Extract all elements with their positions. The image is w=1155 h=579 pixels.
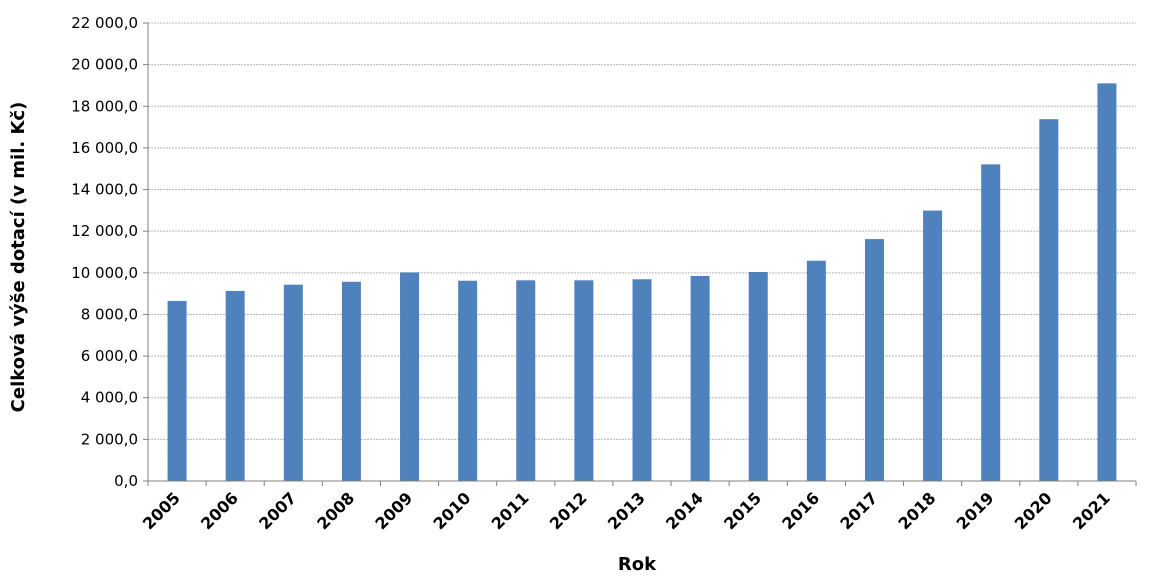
x-axis-title: Rok bbox=[618, 554, 657, 575]
y-ticks: 0,0 2 000,0 4 000,0 6 000,0 8 000,0 10 000,0 1… bbox=[71, 14, 148, 490]
x-tick-label-2010: 2010 bbox=[430, 488, 475, 533]
bar-2019 bbox=[981, 164, 1001, 481]
bar-2017 bbox=[864, 239, 884, 481]
bar-2005 bbox=[167, 300, 187, 481]
bars bbox=[167, 83, 1117, 482]
x-tick-label-2009: 2009 bbox=[371, 488, 416, 533]
y-tick-label: 2 000,0 bbox=[81, 430, 138, 448]
bar-2018 bbox=[923, 210, 943, 481]
x-tick-label-2015: 2015 bbox=[720, 488, 765, 533]
x-tick-label-2021: 2021 bbox=[1069, 488, 1114, 533]
y-tick-label: 4 000,0 bbox=[81, 389, 138, 407]
bar-2011 bbox=[516, 280, 536, 481]
y-tick-label: 20 000,0 bbox=[71, 56, 138, 74]
y-tick-label: 0,0 bbox=[114, 472, 138, 490]
x-tick-label-2017: 2017 bbox=[836, 488, 881, 533]
y-tick-label: 10 000,0 bbox=[71, 264, 138, 282]
bar-2008 bbox=[341, 281, 361, 481]
y-tick-label: 18 000,0 bbox=[71, 97, 138, 115]
bar-2009 bbox=[400, 272, 420, 481]
bar-2012 bbox=[574, 280, 594, 481]
bar-2014 bbox=[690, 275, 710, 481]
x-ticks: 2005 2006 2007 2008 2009 2010 2011 2012 2013 2014… bbox=[139, 481, 1137, 533]
y-tick-label: 8 000,0 bbox=[81, 305, 138, 323]
bar-2021 bbox=[1097, 83, 1117, 481]
y-tick-label: 16 000,0 bbox=[71, 139, 138, 157]
y-tick-label: 14 000,0 bbox=[71, 181, 138, 199]
x-tick-label-2019: 2019 bbox=[953, 488, 998, 533]
bar-2007 bbox=[283, 284, 303, 481]
x-tick-label-2014: 2014 bbox=[662, 488, 707, 533]
x-tick-label-2008: 2008 bbox=[313, 488, 358, 533]
x-tick-label-2018: 2018 bbox=[894, 488, 939, 533]
x-tick-label-2012: 2012 bbox=[546, 488, 591, 533]
y-tick-label: 6 000,0 bbox=[81, 347, 138, 365]
y-axis-title: Celková výše dotací (v mil. Kč) bbox=[8, 102, 29, 413]
y-tick-label: 12 000,0 bbox=[71, 222, 138, 240]
y-tick-label: 22 000,0 bbox=[71, 14, 138, 32]
x-tick-label-2013: 2013 bbox=[604, 488, 649, 533]
x-tick-label-2020: 2020 bbox=[1011, 488, 1056, 533]
x-tick-label-2016: 2016 bbox=[778, 488, 823, 533]
axes bbox=[147, 23, 1136, 482]
bar-2015 bbox=[748, 271, 768, 481]
bar-2006 bbox=[225, 290, 245, 481]
x-tick-label-2006: 2006 bbox=[197, 488, 242, 533]
bar-2020 bbox=[1039, 119, 1059, 482]
bar-2016 bbox=[806, 260, 826, 481]
x-tick-label-2007: 2007 bbox=[255, 488, 300, 533]
bar-2013 bbox=[632, 279, 652, 481]
bar-2010 bbox=[458, 280, 478, 481]
x-tick-label-2005: 2005 bbox=[139, 488, 184, 533]
x-tick-label-2011: 2011 bbox=[488, 488, 533, 533]
